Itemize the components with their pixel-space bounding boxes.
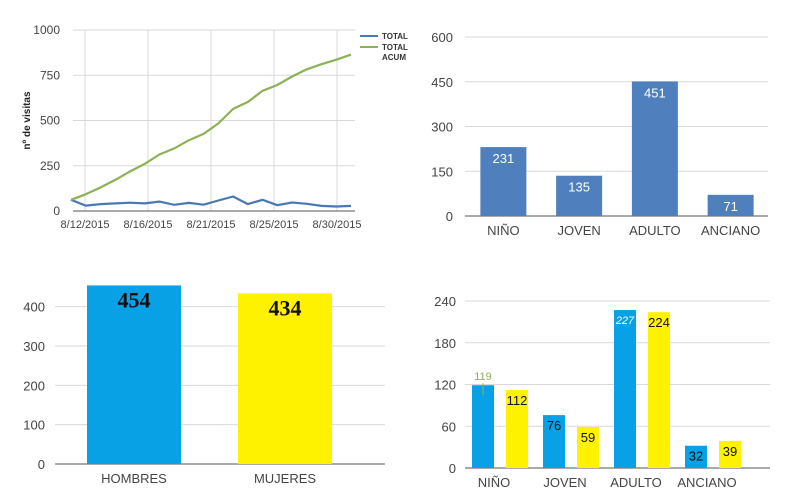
category-label: ADULTO: [610, 475, 662, 490]
y-tick-label: 100: [23, 418, 45, 433]
bar-value-label: 227: [615, 315, 635, 327]
y-tick-label: 0: [38, 457, 45, 472]
bar-value-label: 76: [547, 418, 561, 433]
category-label: ANCIANO: [677, 475, 736, 490]
y-tick-label: 200: [23, 378, 45, 393]
bar-value-label: 454: [118, 287, 151, 312]
legend-label-total: TOTAL: [382, 32, 408, 41]
bar-value-label: 224: [648, 315, 670, 330]
bar-series-2: [648, 312, 670, 468]
bar-series-1: [543, 415, 565, 468]
bar-value-label: 59: [581, 430, 595, 445]
y-tick-label: 750: [40, 68, 60, 82]
x-tick-label: 8/21/2015: [187, 219, 236, 231]
y-tick-label: 450: [431, 75, 453, 90]
gender-bar-chart: 0 100 200 300 400 454 HOMBRES 434 MUJERES: [23, 285, 385, 486]
y-axis-title: nº de visitas: [22, 91, 33, 150]
bar-value-label: 135: [568, 180, 590, 195]
bar-value-label: 434: [269, 295, 302, 320]
category-label: NIÑO: [478, 475, 511, 490]
bar-value-label: 451: [644, 85, 666, 100]
y-tick-label: 60: [442, 419, 456, 434]
x-tick-label: 8/12/2015: [61, 219, 110, 231]
y-tick-label: 0: [446, 209, 453, 224]
bar-value-label: 71: [723, 199, 737, 214]
series-line-2: [70, 53, 352, 201]
bar-value-label: 112: [507, 393, 528, 408]
x-tick-label: 8/16/2015: [124, 219, 173, 231]
bar: [707, 194, 754, 216]
legend-label-total-acum: TOTAL ACUM: [382, 43, 408, 62]
bar-series-1: [614, 310, 636, 468]
y-tick-label: 0: [53, 204, 60, 218]
bar-series-2: [506, 390, 528, 468]
bar: [556, 175, 603, 216]
series-line-1: [70, 195, 352, 208]
category-label: ADULTO: [629, 223, 681, 238]
y-tick-label: 250: [40, 159, 60, 173]
category-label: MUJERES: [254, 471, 316, 486]
category-label: JOVEN: [543, 475, 586, 490]
bar: [631, 81, 678, 217]
category-label: NIÑO: [487, 223, 520, 238]
bar-value-label: 231: [493, 151, 515, 166]
y-tick-label: 300: [23, 339, 45, 354]
y-tick-label: 1000: [33, 23, 60, 37]
category-label: HOMBRES: [101, 471, 167, 486]
bar: [87, 285, 181, 464]
y-tick-label: 400: [23, 300, 45, 315]
category-label: JOVEN: [557, 223, 600, 238]
visits-line-chart: 0 250 500 750 1000 8/12/2015 8/16/2015 8/21/201…: [22, 23, 408, 231]
bar: [480, 147, 527, 216]
y-tick-label: 300: [431, 120, 453, 135]
bar-value-label: 119: [474, 371, 492, 383]
age-by-gender-bar-chart: 0 60 120 180 240 119 112 NIÑO 76 59 JOVEN 227 224 ADU…: [434, 294, 770, 490]
y-tick-label: 240: [434, 294, 456, 309]
bar-series-2: [719, 440, 741, 468]
y-tick-label: 500: [40, 114, 60, 128]
bar-series-1: [472, 385, 494, 468]
bar-series-1: [685, 445, 707, 468]
y-tick-label: 120: [434, 378, 456, 393]
y-tick-label: 0: [449, 461, 456, 476]
y-tick-label: 600: [431, 30, 453, 45]
bar: [238, 293, 332, 464]
y-tick-label: 150: [431, 164, 453, 179]
age-group-bar-chart: 0 150 300 450 600 231 NIÑO 135 JOVEN 451 ADULTO 71 A…: [431, 30, 768, 238]
bar-value-label: 32: [689, 449, 703, 464]
bar-value-label: 39: [723, 444, 737, 459]
x-tick-label: 8/30/2015: [313, 219, 362, 231]
category-label: ANCIANO: [701, 223, 760, 238]
y-tick-label: 180: [434, 336, 456, 351]
bar-series-2: [577, 426, 599, 468]
x-tick-label: 8/25/2015: [250, 219, 299, 231]
